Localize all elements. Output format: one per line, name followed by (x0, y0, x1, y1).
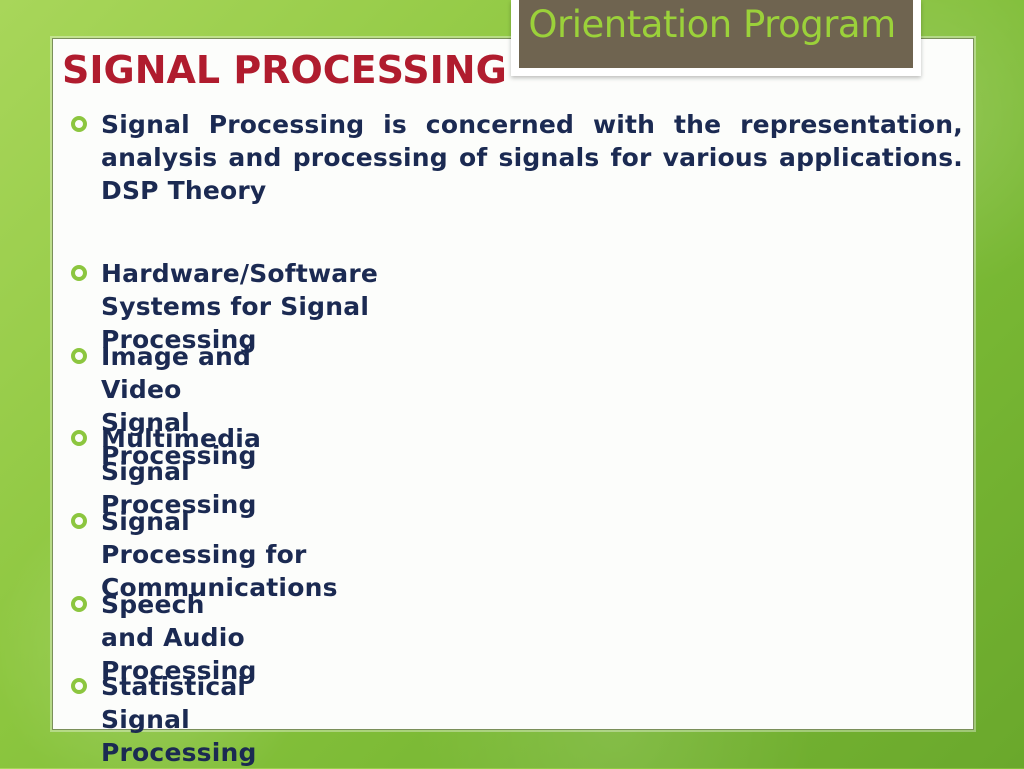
bullet-item: Multimedia Signal Processing (70, 422, 261, 521)
bullet-text: Signal Processing is concerned with the … (101, 110, 963, 205)
bullet-item: Signal Processing for Communications (70, 505, 338, 604)
hollow-circle-bullet-icon (70, 264, 88, 282)
bullet-item: Signal Processing is concerned with the … (70, 108, 963, 207)
bullet-text: Multimedia Signal Processing (101, 424, 262, 519)
hollow-circle-bullet-icon (70, 115, 88, 133)
hollow-circle-bullet-icon (70, 512, 88, 530)
bullet-text: Speech and Audio Processing (101, 590, 257, 685)
hollow-circle-bullet-icon (70, 595, 88, 613)
bullet-text: Statistical Signal Processing (101, 672, 257, 767)
hollow-circle-bullet-icon (70, 347, 88, 365)
hollow-circle-bullet-icon (70, 429, 88, 447)
orientation-badge-text: Orientation Program (528, 2, 896, 46)
bullet-text: Signal Processing for Communications (101, 507, 338, 602)
bullet-text: Image and Video Signal Processing (101, 342, 257, 470)
content-panel (52, 38, 974, 730)
orientation-badge: Orientation Program (511, 0, 921, 76)
slide-title: SIGNAL PROCESSING (62, 48, 507, 92)
orientation-badge-inner: Orientation Program (519, 0, 913, 68)
bullet-item: Hardware/Software Systems for Signal Pro… (70, 257, 378, 356)
bullet-item: Speech and Audio Processing (70, 588, 257, 687)
bullet-item: Image and Video Signal Processing (70, 340, 257, 472)
bullet-text: Hardware/Software Systems for Signal Pro… (101, 259, 379, 354)
hollow-circle-bullet-icon (70, 677, 88, 695)
bullet-item: Statistical Signal Processing (70, 670, 257, 769)
